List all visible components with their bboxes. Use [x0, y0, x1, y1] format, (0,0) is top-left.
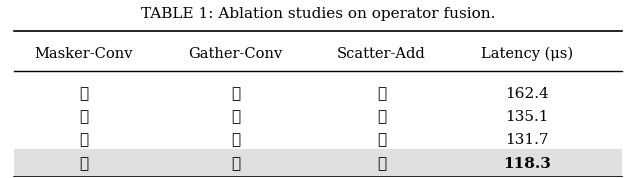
- Text: ✓: ✓: [377, 157, 386, 171]
- Text: Latency (μs): Latency (μs): [481, 47, 573, 61]
- Text: ✓: ✓: [79, 133, 88, 147]
- Text: ✓: ✓: [231, 133, 240, 147]
- FancyBboxPatch shape: [14, 149, 622, 176]
- Text: Scatter-Add: Scatter-Add: [337, 47, 425, 61]
- Text: ✗: ✗: [231, 87, 240, 101]
- Text: ✓: ✓: [79, 157, 88, 171]
- Text: ✗: ✗: [377, 133, 386, 147]
- Text: ✗: ✗: [377, 110, 386, 124]
- Text: Masker-Conv: Masker-Conv: [34, 47, 133, 61]
- Text: ✓: ✓: [79, 110, 88, 124]
- Text: Gather-Conv: Gather-Conv: [188, 47, 283, 61]
- Text: 135.1: 135.1: [505, 110, 549, 124]
- Text: ✗: ✗: [231, 110, 240, 124]
- Text: TABLE 1: Ablation studies on operator fusion.: TABLE 1: Ablation studies on operator fu…: [141, 7, 495, 21]
- Text: ✗: ✗: [79, 87, 88, 101]
- Text: ✗: ✗: [377, 87, 386, 101]
- Text: ✓: ✓: [231, 157, 240, 171]
- Text: 162.4: 162.4: [505, 87, 549, 101]
- Text: 118.3: 118.3: [503, 157, 551, 171]
- Text: 131.7: 131.7: [505, 133, 549, 147]
